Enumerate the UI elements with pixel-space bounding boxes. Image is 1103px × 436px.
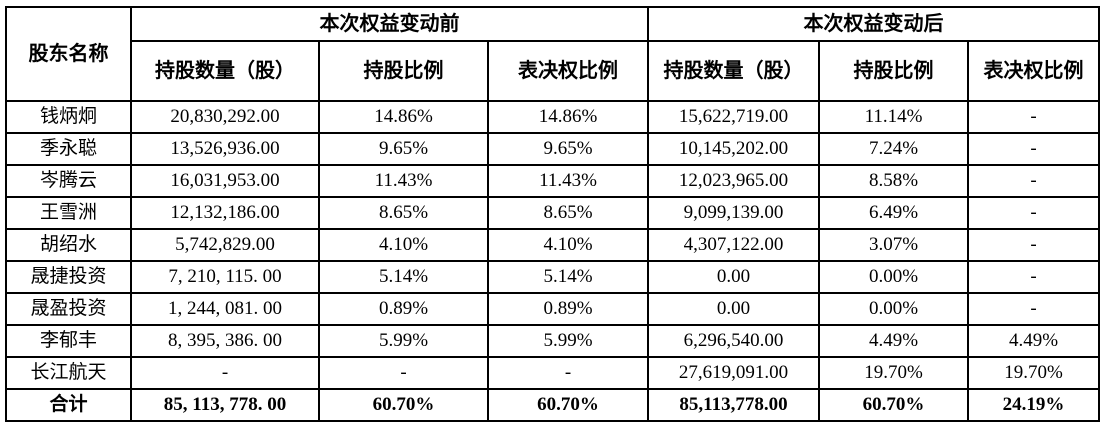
- header-sub-row: 持股数量（股） 持股比例 表决权比例 持股数量（股） 持股比例 表决权比例: [6, 40, 1100, 102]
- value-cell: 12,023,965.00: [647, 164, 820, 198]
- value-cell: 13,526,936.00: [130, 132, 320, 166]
- value-cell: 4,307,122.00: [647, 228, 820, 262]
- value-cell: 5,742,829.00: [130, 228, 320, 262]
- value-cell: 19.70%: [967, 356, 1100, 390]
- value-cell: 0.00: [647, 260, 820, 294]
- table-row: 李郁丰 8, 395, 386. 00 5.99% 5.99% 6,296,540.00…: [5, 324, 1100, 358]
- shareholder-name-cell: 岑腾云: [5, 164, 132, 198]
- value-cell: 4.49%: [818, 324, 969, 358]
- value-cell: 12,132,186.00: [130, 196, 320, 230]
- value-cell: 9,099,139.00: [647, 196, 820, 230]
- header-before-change-group: 本次权益变动前: [130, 6, 649, 42]
- table-row: 晟盈投资 1, 244, 081. 00 0.89% 0.89% 0.00 0.00% -: [5, 292, 1100, 326]
- value-cell: 11.43%: [318, 164, 489, 198]
- value-cell: -: [967, 260, 1100, 294]
- value-cell: 5.99%: [318, 324, 489, 358]
- value-cell: 10,145,202.00: [647, 132, 820, 166]
- value-cell: 6.49%: [818, 196, 969, 230]
- value-cell: 4.10%: [487, 228, 649, 262]
- value-cell: 0.89%: [318, 292, 489, 326]
- table-row: 晟捷投资 7, 210, 115. 00 5.14% 5.14% 0.00 0.00% -: [5, 260, 1100, 294]
- shareholder-name-cell: 胡绍水: [5, 228, 132, 262]
- value-cell: 4.49%: [967, 324, 1100, 358]
- shareholder-name-cell: 李郁丰: [5, 324, 132, 358]
- value-cell: -: [967, 196, 1100, 230]
- value-cell: 0.89%: [487, 292, 649, 326]
- shareholder-name-cell: 晟捷投资: [5, 260, 132, 294]
- value-cell: 85,113,778.00: [647, 388, 820, 422]
- header-after-share-ratio: 持股比例: [818, 40, 969, 102]
- value-cell: 8.65%: [318, 196, 489, 230]
- value-cell: 4.10%: [318, 228, 489, 262]
- header-after-change-group: 本次权益变动后: [647, 6, 1100, 42]
- value-cell: -: [967, 132, 1100, 166]
- value-cell: 8.58%: [818, 164, 969, 198]
- table-row: 岑腾云 16,031,953.00 11.43% 11.43% 12,023,965.0…: [5, 164, 1100, 198]
- value-cell: 11.43%: [487, 164, 649, 198]
- table-row: 钱炳炯 20,830,292.00 14.86% 14.86% 15,622,719.0…: [5, 100, 1100, 134]
- value-cell: 14.86%: [487, 100, 649, 134]
- value-cell: 6,296,540.00: [647, 324, 820, 358]
- table-row: 胡绍水 5,742,829.00 4.10% 4.10% 4,307,122.00 3.0…: [5, 228, 1100, 262]
- value-cell: 11.14%: [818, 100, 969, 134]
- shareholder-name-cell: 晟盈投资: [5, 292, 132, 326]
- value-cell: 0.00: [647, 292, 820, 326]
- value-cell: -: [318, 356, 489, 390]
- shareholder-name-cell: 王雪洲: [5, 196, 132, 230]
- value-cell: 20,830,292.00: [130, 100, 320, 134]
- value-cell: 7.24%: [818, 132, 969, 166]
- table-row: 季永聪 13,526,936.00 9.65% 9.65% 10,145,202.00 7…: [5, 132, 1100, 166]
- value-cell: -: [487, 356, 649, 390]
- value-cell: 85, 113, 778. 00: [130, 388, 320, 422]
- value-cell: -: [967, 292, 1100, 326]
- value-cell: 9.65%: [318, 132, 489, 166]
- header-after-share-quantity: 持股数量（股）: [647, 40, 820, 102]
- value-cell: 8.65%: [487, 196, 649, 230]
- value-cell: 0.00%: [818, 260, 969, 294]
- value-cell: 60.70%: [318, 388, 489, 422]
- shareholder-name-cell: 季永聪: [5, 132, 132, 166]
- value-cell: 60.70%: [487, 388, 649, 422]
- value-cell: 7, 210, 115. 00: [130, 260, 320, 294]
- value-cell: -: [130, 356, 320, 390]
- value-cell: 19.70%: [818, 356, 969, 390]
- value-cell: 16,031,953.00: [130, 164, 320, 198]
- value-cell: 1, 244, 081. 00: [130, 292, 320, 326]
- header-before-share-quantity: 持股数量（股）: [130, 40, 320, 102]
- value-cell: -: [967, 100, 1100, 134]
- shareholder-equity-change-table: 股东名称 本次权益变动前 本次权益变动后 持股数量（股） 持股比例 表决权比例 …: [5, 6, 1100, 422]
- value-cell: 27,619,091.00: [647, 356, 820, 390]
- header-shareholder-name: 股东名称: [5, 6, 132, 102]
- value-cell: 5.99%: [487, 324, 649, 358]
- table-header: 股东名称 本次权益变动前 本次权益变动后 持股数量（股） 持股比例 表决权比例 …: [5, 6, 1100, 102]
- table-row: 王雪洲 12,132,186.00 8.65% 8.65% 9,099,139.00 6.…: [5, 196, 1100, 230]
- value-cell: 15,622,719.00: [647, 100, 820, 134]
- value-cell: 9.65%: [487, 132, 649, 166]
- shareholder-name-cell: 长江航天: [5, 356, 132, 390]
- value-cell: 5.14%: [487, 260, 649, 294]
- value-cell: 14.86%: [318, 100, 489, 134]
- table-body: 钱炳炯 20,830,292.00 14.86% 14.86% 15,622,719.0…: [5, 100, 1100, 422]
- total-label-cell: 合计: [5, 388, 132, 422]
- value-cell: 60.70%: [818, 388, 969, 422]
- header-group-row: 股东名称 本次权益变动前 本次权益变动后: [5, 6, 1100, 102]
- table-row: 长江航天 - - -27,619,091.00 19.70% 19.70%: [5, 356, 1100, 390]
- value-cell: 3.07%: [818, 228, 969, 262]
- value-cell: 8, 395, 386. 00: [130, 324, 320, 358]
- value-cell: 5.14%: [318, 260, 489, 294]
- value-cell: 24.19%: [967, 388, 1100, 422]
- shareholder-name-cell: 钱炳炯: [5, 100, 132, 134]
- value-cell: -: [967, 164, 1100, 198]
- header-after-voting-ratio: 表决权比例: [967, 40, 1100, 102]
- header-before-share-ratio: 持股比例: [318, 40, 489, 102]
- value-cell: -: [967, 228, 1100, 262]
- total-row: 合计 85, 113, 778. 00 60.70% 60.70% 85,113,778…: [5, 388, 1100, 422]
- value-cell: 0.00%: [818, 292, 969, 326]
- header-before-voting-ratio: 表决权比例: [487, 40, 649, 102]
